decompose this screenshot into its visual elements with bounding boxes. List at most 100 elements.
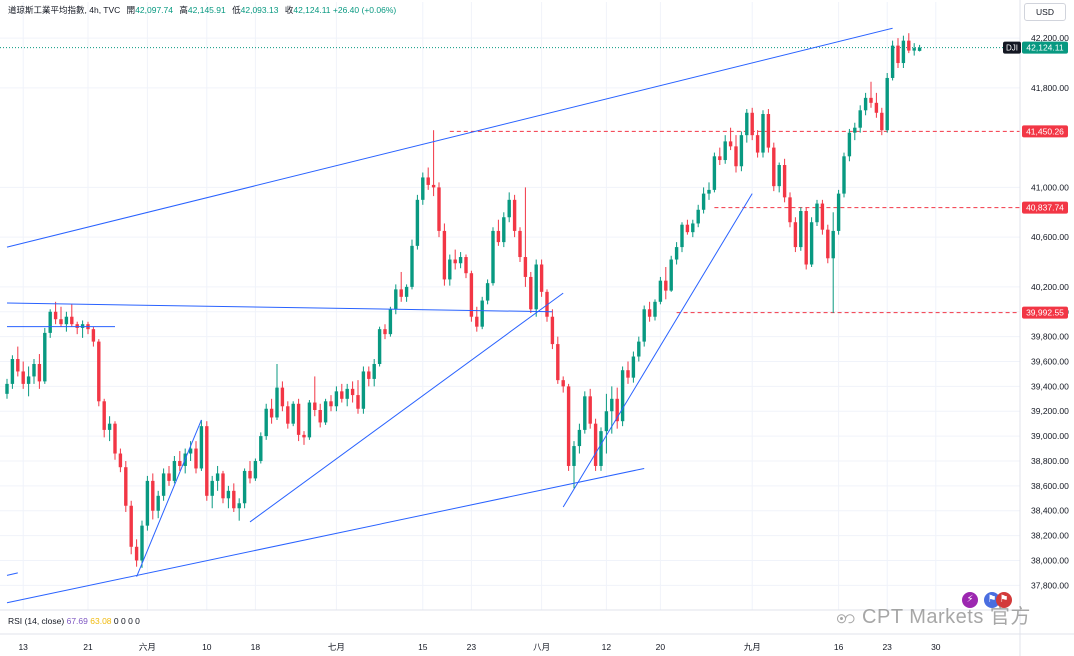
candle-body — [129, 505, 133, 547]
candle-body — [885, 77, 889, 131]
price-tick-label: 39,400.00 — [1031, 381, 1069, 391]
rsi-extras: 0 0 0 0 — [113, 616, 140, 626]
candle-body — [388, 309, 393, 335]
candle-body — [874, 102, 879, 113]
price-tick-label: 40,200.00 — [1031, 282, 1069, 292]
lightning-icon[interactable]: ⚡ — [962, 592, 978, 608]
candle-body — [280, 387, 285, 407]
chart-header: 道琼斯工業平均指數, 4h, TVC 開42,097.74 高42,145.91… — [8, 5, 397, 15]
price-tick-label: 41,800.00 — [1031, 83, 1069, 93]
candle-body — [561, 380, 565, 387]
time-tick-label: 15 — [418, 642, 428, 652]
price-tags: 41,450.26 40,837.74 39,992.55 DJI 42,124.11 — [1003, 41, 1068, 319]
candle-body — [242, 470, 247, 504]
time-tick-label: 12 — [602, 642, 612, 652]
candle-body — [599, 431, 603, 466]
candle-body — [712, 156, 717, 190]
candle-body — [124, 467, 128, 506]
last-price-text: 42,124.11 — [1026, 43, 1063, 53]
close-value: 42,124.11 — [293, 5, 331, 15]
candle-body — [188, 448, 193, 454]
rsi-ma-value: 63.08 — [90, 616, 112, 626]
open-value: 42,097.74 — [135, 5, 174, 15]
candle-body — [691, 223, 695, 233]
candle-body — [653, 301, 657, 317]
low-value: 42,093.13 — [240, 5, 279, 15]
candle-body — [172, 460, 177, 481]
low-label: 低 — [232, 5, 241, 15]
trendline — [6, 572, 18, 576]
candle-body — [442, 230, 447, 280]
candle-body — [372, 363, 376, 379]
candle-body — [286, 406, 290, 424]
time-tick-label: 18 — [251, 642, 261, 652]
candle-body — [253, 460, 258, 479]
candle-body — [615, 398, 619, 422]
candle-body — [858, 110, 862, 128]
candle-body — [10, 359, 15, 384]
price-tick-label: 38,800.00 — [1031, 456, 1069, 466]
candle-body — [340, 391, 344, 399]
time-tick-label: 23 — [882, 642, 892, 652]
candle-body — [399, 289, 403, 297]
high-value: 42,145.91 — [187, 5, 226, 15]
watermark-text: CPT Markets 官方 — [862, 606, 1031, 628]
rsi-value: 67.69 — [66, 616, 88, 626]
candle-body — [593, 423, 598, 466]
candle-body — [329, 401, 333, 407]
rsi-legend[interactable]: RSI (14, close) 67.69 63.08 0 0 0 0 — [8, 616, 140, 626]
candle-body — [350, 388, 355, 396]
candle-body — [215, 473, 220, 481]
candle-body — [426, 177, 430, 185]
candle-body — [161, 473, 166, 496]
currency-button[interactable]: USD — [1024, 3, 1066, 21]
interval[interactable]: 4h — [89, 5, 99, 15]
candle-body — [518, 230, 522, 258]
candle-body — [896, 45, 900, 64]
candle-body — [539, 264, 544, 292]
flag-icon-2[interactable]: ⚑ — [996, 592, 1012, 608]
candle-body — [37, 363, 42, 382]
level-price-tag — [1022, 306, 1068, 319]
candle-body — [869, 97, 873, 103]
candle-body — [485, 283, 490, 301]
candle-body — [307, 402, 312, 438]
candle-body — [367, 371, 371, 379]
time-tick-label: 九月 — [744, 642, 761, 652]
candle-body — [863, 97, 868, 111]
candle-body — [890, 45, 895, 78]
candle-body — [788, 197, 792, 223]
candle-body — [64, 316, 69, 325]
time-axis[interactable]: 13 21 六月 10 18 七月 15 23 八月 12 20 九月 16 23 30 — [18, 642, 940, 652]
candle-body — [275, 387, 279, 418]
time-tick-label: 六月 — [139, 642, 156, 652]
candle-body — [610, 398, 614, 412]
time-tick-label: 10 — [202, 642, 212, 652]
candle-body — [534, 264, 538, 310]
candle-body — [669, 259, 673, 291]
candle-body — [356, 395, 360, 409]
time-tick-label: 16 — [834, 642, 844, 652]
symbol-name[interactable]: 道琼斯工業平均指數 — [8, 5, 85, 15]
candle-body — [707, 189, 711, 194]
high-label: 高 — [179, 5, 188, 15]
candle-body — [696, 209, 700, 224]
candle-body — [512, 199, 517, 231]
candle-body — [361, 371, 366, 409]
candle-body — [620, 370, 625, 422]
symbol-tag-text: DJI — [1006, 44, 1018, 53]
candle-body — [48, 311, 52, 333]
candle-body — [642, 309, 646, 342]
candle-body — [809, 222, 814, 265]
candle-body — [43, 332, 47, 382]
candle-body — [318, 410, 322, 423]
candle-body — [826, 229, 830, 259]
candle-body — [664, 280, 668, 291]
candle-body — [793, 222, 798, 248]
candle-body — [777, 165, 781, 187]
price-tick-label: 40,600.00 — [1031, 232, 1069, 242]
candle-body — [550, 316, 555, 345]
candles — [5, 33, 922, 568]
candle-body — [907, 40, 911, 51]
